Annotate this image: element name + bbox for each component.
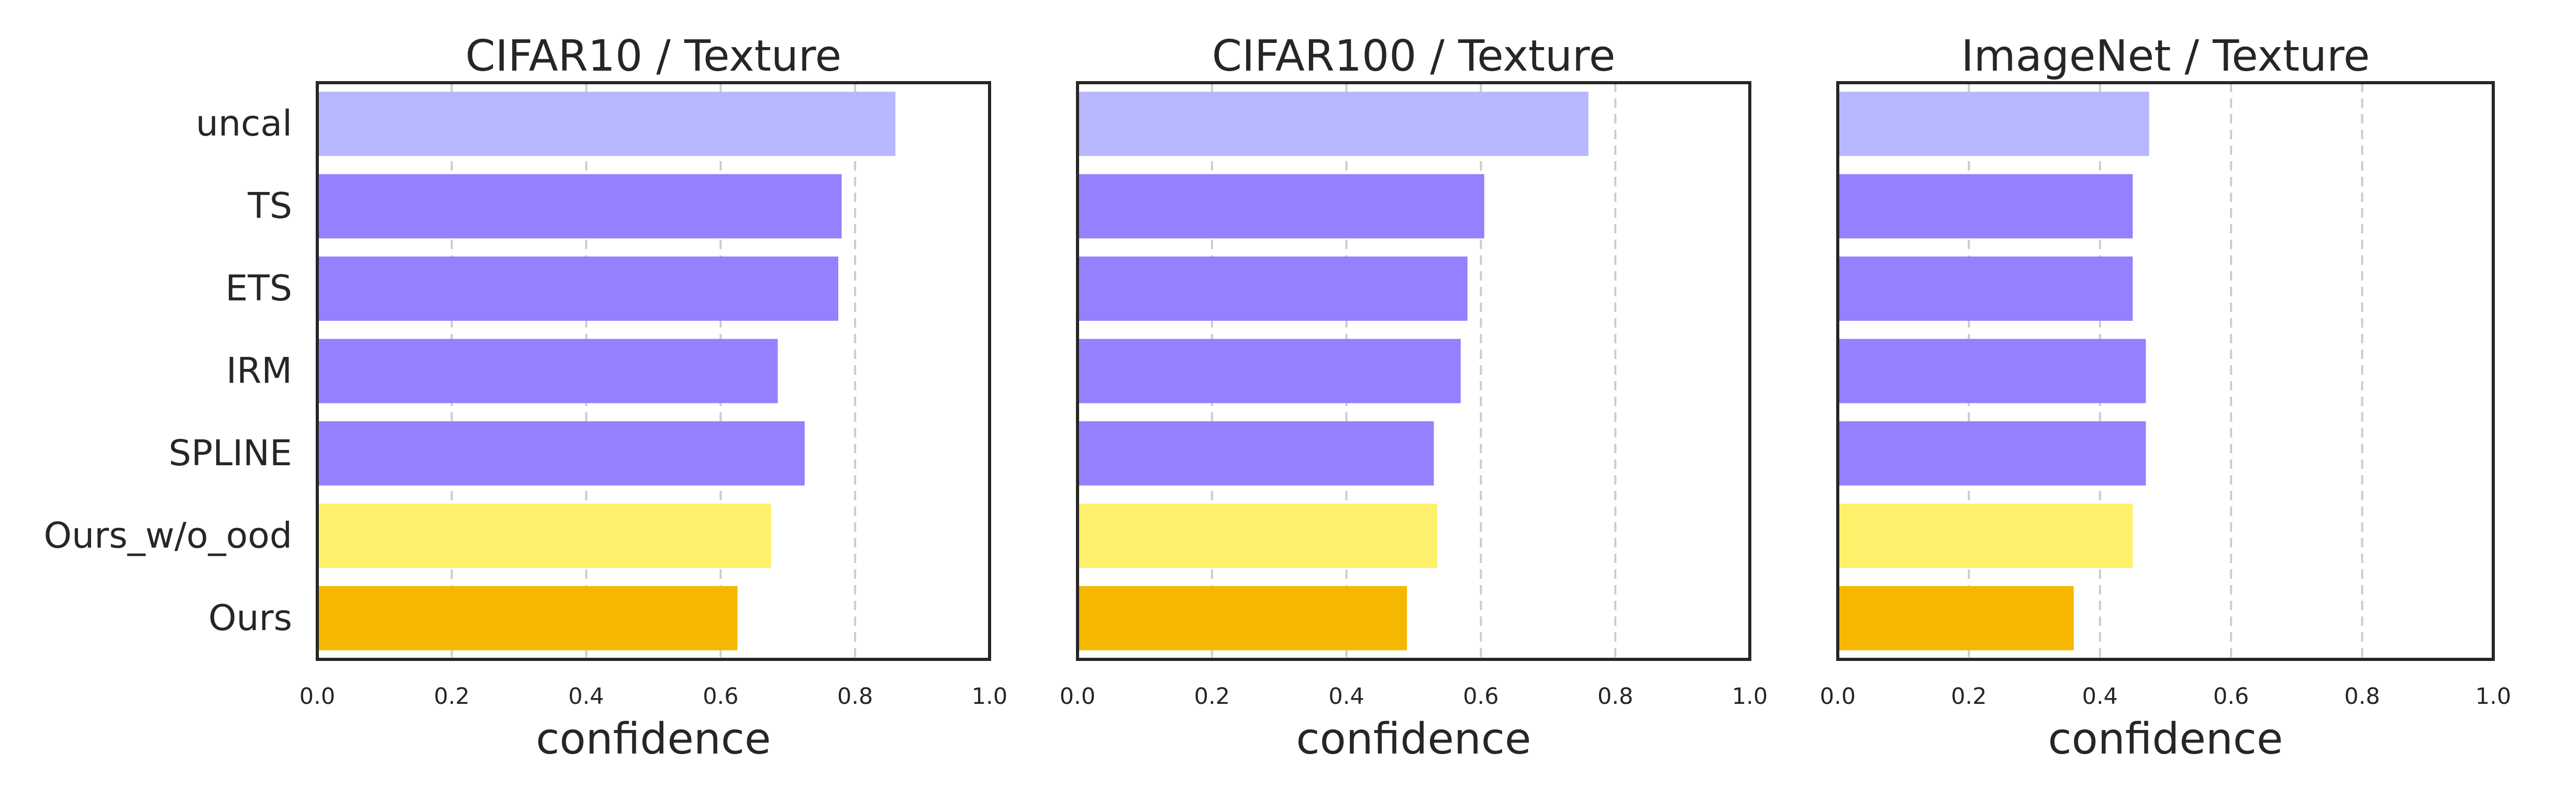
x-tick-label: 0.2 xyxy=(1951,683,1986,710)
x-tick-label: 1.0 xyxy=(972,683,1007,710)
bar-ts xyxy=(1078,174,1484,239)
plot-frame xyxy=(1076,81,1751,661)
x-tick-label: 0.6 xyxy=(1463,683,1498,710)
x-tick-label: 0.8 xyxy=(837,683,873,710)
x-tick-label: 1.0 xyxy=(1732,683,1768,710)
bar-uncal xyxy=(1078,92,1589,156)
bar-irm xyxy=(1078,339,1461,403)
x-tick-label: 0.6 xyxy=(703,683,738,710)
chart-title: CIFAR10 / Texture xyxy=(465,31,841,81)
chart-panel-1: uncal TS ETS IRM SPLINE Ours_w/o_ood Ours 0.0 0.… xyxy=(43,31,1007,764)
plot-frame xyxy=(316,81,991,661)
category-label: TS xyxy=(247,186,292,227)
x-axis-label: confidence xyxy=(536,714,771,764)
bar-ts xyxy=(1838,174,2133,239)
category-label: Ours_w/o_ood xyxy=(43,515,292,556)
x-tick-label: 0.8 xyxy=(1597,683,1633,710)
chart-title: ImageNet / Texture xyxy=(1961,31,2370,81)
bar-irm xyxy=(1838,339,2146,403)
chart-title: CIFAR100 / Texture xyxy=(1212,31,1616,81)
bar-uncal xyxy=(317,92,896,156)
x-tick-label: 1.0 xyxy=(2475,683,2511,710)
x-tick-label: 0.2 xyxy=(1194,683,1230,710)
x-tick-label: 0.4 xyxy=(2082,683,2118,710)
x-tick-label: 0.6 xyxy=(2213,683,2249,710)
bar-ours-w-o-ood xyxy=(317,503,771,568)
bar-spline xyxy=(317,421,805,486)
bar-ets xyxy=(1078,256,1468,321)
category-label: Ours xyxy=(208,598,292,639)
x-tick-label: 0.0 xyxy=(1060,683,1095,710)
chart-panel-3: 0.0 0.2 0.4 0.6 0.8 1.0 confidence ImageNet / T… xyxy=(1820,31,2511,764)
category-label: IRM xyxy=(226,351,292,392)
x-axis-label: confidence xyxy=(2048,714,2283,764)
x-tick-label: 0.0 xyxy=(1820,683,1856,710)
x-tick-label: 0.2 xyxy=(434,683,470,710)
bar-ours xyxy=(1838,586,2074,650)
chart-panel-2: 0.0 0.2 0.4 0.6 0.8 1.0 confidence CIFAR100 / T… xyxy=(1060,31,1768,764)
plot-frame xyxy=(1836,81,2495,661)
x-tick-label: 0.4 xyxy=(568,683,604,710)
bar-ours xyxy=(317,586,738,650)
bar-spline xyxy=(1838,421,2146,486)
bar-spline xyxy=(1078,421,1434,486)
bar-ours-w-o-ood xyxy=(1838,503,2133,568)
bar-ts xyxy=(317,174,842,239)
bar-irm xyxy=(317,339,778,403)
bar-ets xyxy=(1838,256,2133,321)
bar-ets xyxy=(317,256,839,321)
category-label: SPLINE xyxy=(169,433,292,474)
category-label: uncal xyxy=(196,103,292,144)
bar-uncal xyxy=(1838,92,2149,156)
bar-ours-w-o-ood xyxy=(1078,503,1437,568)
bar-ours xyxy=(1078,586,1407,650)
x-axis-label: confidence xyxy=(1296,714,1531,764)
x-tick-label: 0.4 xyxy=(1328,683,1364,710)
x-tick-label: 0.8 xyxy=(2344,683,2380,710)
category-label: ETS xyxy=(225,268,292,309)
x-tick-label: 0.0 xyxy=(299,683,335,710)
